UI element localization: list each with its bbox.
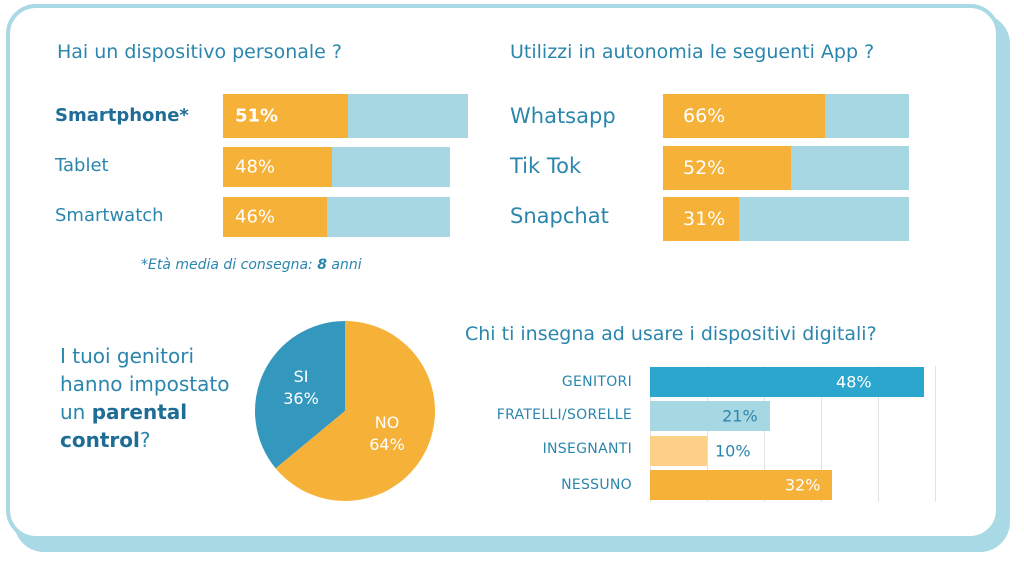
grid-line — [650, 366, 651, 502]
teach-label-fratelli: FRATELLI/SORELLE — [496, 407, 632, 423]
apps-title: Utilizzi in autonomia le seguenti App ? — [510, 41, 875, 63]
device-bar-fill — [223, 94, 348, 138]
app-label-tiktok: Tik Tok — [510, 154, 582, 178]
device-bar-value: 51% — [235, 105, 279, 127]
device-bar-tablet: 48% — [223, 147, 450, 187]
device-bar-fill — [223, 197, 328, 237]
device-bar-smartphone: 51% — [223, 94, 468, 138]
app-label-snapchat: Snapchat — [510, 204, 609, 228]
teach-bar-value: 32% — [784, 475, 821, 495]
delivery-age-note: *Età media di consegna: 8 anni — [141, 257, 362, 273]
app-bar-fill — [663, 94, 826, 138]
teach-title: Chi ti insegna ad usare i dispositivi di… — [465, 323, 877, 345]
grid-line — [878, 366, 879, 502]
teach-bar-value: 48% — [836, 372, 872, 392]
device-bar-smartwatch: 46% — [223, 197, 450, 237]
teach-label-nessuno: NESSUNO — [561, 477, 632, 493]
teach-bar: 21% — [650, 401, 770, 431]
app-bar-fill — [663, 146, 791, 190]
teach-bar-value: 10% — [715, 441, 751, 461]
app-bar-fill — [663, 197, 740, 241]
pie-label-si: SI 36% — [283, 367, 319, 408]
pie-label-no: NO 64% — [369, 413, 405, 454]
device-bar-value: 48% — [235, 156, 276, 178]
app-bar-tiktok: 52% — [663, 146, 909, 190]
teach-bar: 32% — [650, 470, 833, 500]
device-bar-fill — [223, 147, 332, 187]
app-bar-value: 52% — [683, 157, 726, 179]
devices-title: Hai un dispositivo personale ? — [57, 41, 342, 63]
teach-bar-value: 21% — [722, 406, 758, 426]
teach-label-genitori: GENITORI — [561, 374, 632, 390]
pie-slice-no — [275, 321, 435, 501]
device-bar-value: 46% — [235, 206, 276, 228]
app-bar-whatsapp: 66% — [663, 94, 909, 138]
app-bar-value: 66% — [683, 105, 726, 127]
app-bar-snapchat: 31% — [663, 197, 909, 241]
grid-line — [764, 366, 765, 502]
pie-slice-si — [254, 321, 345, 469]
parental-control-question: I tuoi genitori hanno impostato un paren… — [60, 344, 230, 452]
app-label-whatsapp: Whatsapp — [510, 104, 616, 128]
app-bar-value: 31% — [683, 208, 726, 230]
grid-line — [707, 366, 708, 502]
grid-line — [935, 366, 936, 502]
grid-line — [821, 366, 822, 502]
device-label-smartphone: Smartphone* — [55, 105, 189, 126]
device-label-tablet: Tablet — [55, 155, 109, 176]
infographic-card — [6, 4, 1000, 540]
teach-bar: 10% — [650, 436, 751, 466]
teach-label-insegnanti: INSEGNANTI — [542, 441, 632, 457]
device-label-smartwatch: Smartwatch — [55, 205, 164, 226]
teach-bar: 48% — [650, 367, 924, 397]
parental-control-pie — [254, 321, 435, 501]
